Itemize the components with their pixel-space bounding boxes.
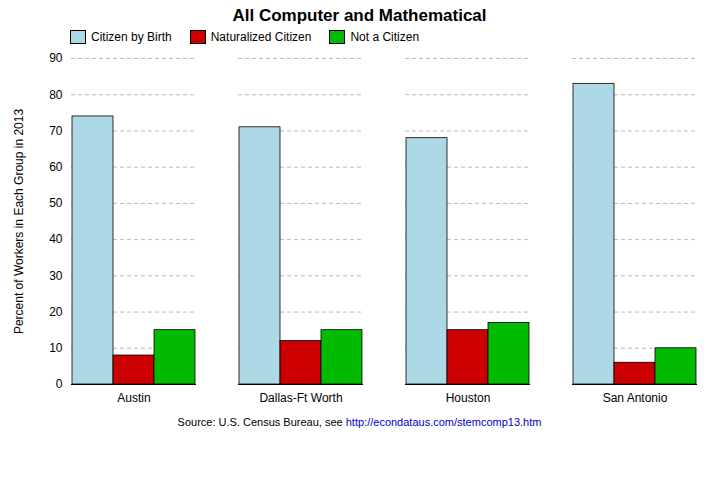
svg-text:0: 0 xyxy=(56,377,63,391)
svg-text:Houston: Houston xyxy=(446,391,491,405)
svg-text:40: 40 xyxy=(49,232,63,246)
html-text:Not a Citizen: Not a Citizen xyxy=(350,30,420,44)
svg-text:Dallas-Ft Worth: Dallas-Ft Worth xyxy=(259,391,342,405)
html-text:All Computer and Mathematical: All Computer and Mathematical xyxy=(232,6,487,25)
svg-text:10: 10 xyxy=(49,341,63,355)
svg-text:70: 70 xyxy=(49,124,63,138)
svg-text:Percent of Workers in Each Gro: Percent of Workers in Each Group in 2013 xyxy=(12,109,26,335)
svg-text:30: 30 xyxy=(49,269,63,283)
html-text:Citizen by Birth: Citizen by Birth xyxy=(91,30,172,44)
svg-text:Austin: Austin xyxy=(117,391,150,405)
svg-text:San Antonio: San Antonio xyxy=(603,391,668,405)
html-text:Source: U.S. Census Bureau, se: Source: U.S. Census Bureau, see http://e… xyxy=(177,416,542,428)
html-text:Naturalized Citizen: Naturalized Citizen xyxy=(210,30,312,44)
svg-text:80: 80 xyxy=(49,88,63,102)
svg-text:20: 20 xyxy=(49,305,63,319)
svg-text:90: 90 xyxy=(49,51,63,65)
svg-text:50: 50 xyxy=(49,196,63,210)
svg-text:60: 60 xyxy=(49,160,63,174)
